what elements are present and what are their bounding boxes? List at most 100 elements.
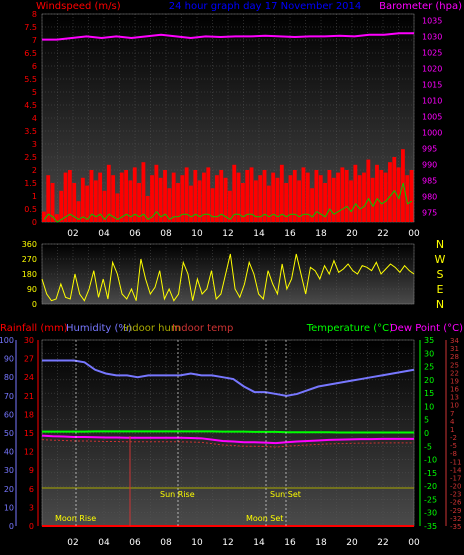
windspeed-bar — [388, 162, 392, 222]
barometer-tick-label: 1030 — [422, 32, 442, 41]
temperature-tick-label: -5 — [424, 442, 432, 451]
rain-tick-label: 3 — [29, 503, 34, 512]
wind-tick-label: 0.5 — [24, 205, 37, 214]
compass-label: W — [435, 253, 446, 266]
barometer-tick-label: 985 — [422, 176, 437, 185]
windspeed-bar — [284, 183, 289, 222]
rain-tick-label: 27 — [24, 355, 34, 364]
wind-tick-label: 3.5 — [24, 127, 37, 136]
sun-rise-label: Sun Rise — [160, 490, 195, 499]
temperature-tick-label: -15 — [424, 469, 437, 478]
windspeed-bar — [145, 196, 150, 222]
compass-label: S — [437, 268, 444, 281]
wind-x-tick-label: 14 — [253, 229, 265, 239]
dewpoint-tick-label: 28 — [450, 353, 459, 361]
windspeed-bar — [245, 170, 250, 222]
windspeed-bar — [344, 170, 349, 222]
dewpoint-line — [41, 434, 414, 445]
windspeed-bar — [76, 201, 81, 222]
windspeed-bar — [232, 164, 237, 222]
wind-x-tick-label: 00 — [408, 229, 420, 239]
windspeed-bar — [318, 175, 323, 222]
compass-label: E — [437, 283, 444, 296]
dewpoint-tick-label: 19 — [450, 377, 459, 385]
windspeed-bar — [253, 180, 258, 222]
wind-x-tick-label: 12 — [222, 229, 233, 239]
windspeed-bar — [115, 193, 120, 222]
legend-left-item: Indoor hum — [123, 323, 181, 334]
rain-tick-label: 12 — [24, 448, 34, 457]
direction-line — [41, 253, 415, 302]
barometer-tick-label: 995 — [422, 144, 437, 153]
windspeed-bar — [266, 185, 271, 222]
dewpoint-tick-label: 7 — [450, 410, 454, 418]
windspeed-bar — [379, 170, 384, 222]
dewpoint-tick-label: 25 — [450, 361, 459, 369]
windspeed-bar — [323, 183, 327, 222]
windspeed-bar — [154, 164, 159, 222]
windspeed-bar — [124, 170, 129, 222]
humidity-tick-label: 0 — [9, 522, 14, 531]
wind-x-tick-label: 08 — [160, 229, 172, 239]
wind-x-tick-label: 18 — [315, 229, 327, 239]
wind-tick-label: 5.5 — [24, 75, 37, 84]
wind-x-tick-label: 10 — [191, 229, 203, 239]
barometer-tick-label: 1020 — [422, 64, 442, 73]
moon-rise-label: Moon Rise — [55, 514, 96, 523]
windspeed-bar — [150, 175, 154, 222]
wind-x-tick-label: 02 — [67, 229, 78, 239]
windspeed-bar — [331, 177, 336, 222]
wind-x-tick-label: 20 — [346, 229, 358, 239]
windspeed-bar — [349, 180, 353, 222]
windspeed-bar — [258, 175, 263, 222]
windspeed-bar — [262, 170, 267, 222]
windspeed-bar — [327, 170, 332, 222]
temp-x-tick-label: 22 — [377, 538, 388, 548]
windspeed-bar — [362, 172, 366, 222]
temperature-tick-label: -35 — [424, 522, 437, 531]
windspeed-bar — [357, 175, 362, 222]
windspeed-bar — [305, 172, 310, 222]
wind-tick-label: 8 — [32, 10, 37, 19]
barometer-tick-label: 980 — [422, 192, 437, 201]
wind-chart-title: 24 hour graph day 17 November 2014 — [169, 1, 362, 12]
wind-tick-label: 1 — [32, 192, 37, 201]
temperature-tick-label: 20 — [424, 376, 434, 385]
wind-tick-label: 5 — [32, 88, 37, 97]
wind-tick-label: 6.5 — [24, 49, 37, 58]
sun-set-label: Sun Set — [270, 490, 301, 499]
rain-tick-label: 21 — [24, 392, 34, 401]
temp-x-tick-label: 00 — [408, 538, 420, 548]
windspeed-bar — [297, 180, 302, 222]
temp-x-tick-label: 06 — [129, 538, 141, 548]
windspeed-bar — [132, 167, 137, 222]
windspeed-bar — [271, 172, 276, 222]
temp-x-tick-label: 08 — [160, 538, 172, 548]
dewpoint-tick-label: 1 — [450, 426, 454, 434]
windspeed-bar — [202, 172, 206, 222]
dewpoint-tick-label: -35 — [450, 523, 461, 531]
dewpoint-tick-label: -8 — [450, 450, 457, 458]
windspeed-bar — [314, 170, 319, 222]
rain-tick-label: 30 — [24, 336, 34, 345]
legend-left-item: Indoor temp — [172, 323, 233, 334]
windspeed-bar — [301, 167, 306, 222]
temperature-tick-label: 0 — [424, 429, 429, 438]
temp-x-tick-label: 04 — [98, 538, 110, 548]
dewpoint-tick-label: -2 — [450, 434, 457, 442]
rain-tick-label: 24 — [24, 373, 34, 382]
wind-x-tick-label: 22 — [377, 229, 388, 239]
windspeed-bar — [128, 180, 133, 222]
dewpoint-tick-label: -29 — [450, 507, 461, 515]
windspeed-bar — [336, 172, 340, 222]
windspeed-bar — [102, 190, 107, 222]
windspeed-bar — [240, 183, 245, 222]
temp-x-tick-label: 10 — [191, 538, 203, 548]
windspeed-bar — [72, 183, 77, 222]
temperature-tick-label: -30 — [424, 509, 437, 518]
windspeed-bar — [98, 172, 103, 222]
temp-x-tick-label: 12 — [222, 538, 233, 548]
barometer-tick-label: 1005 — [422, 112, 442, 121]
dewpoint-tick-label: 22 — [450, 369, 459, 377]
